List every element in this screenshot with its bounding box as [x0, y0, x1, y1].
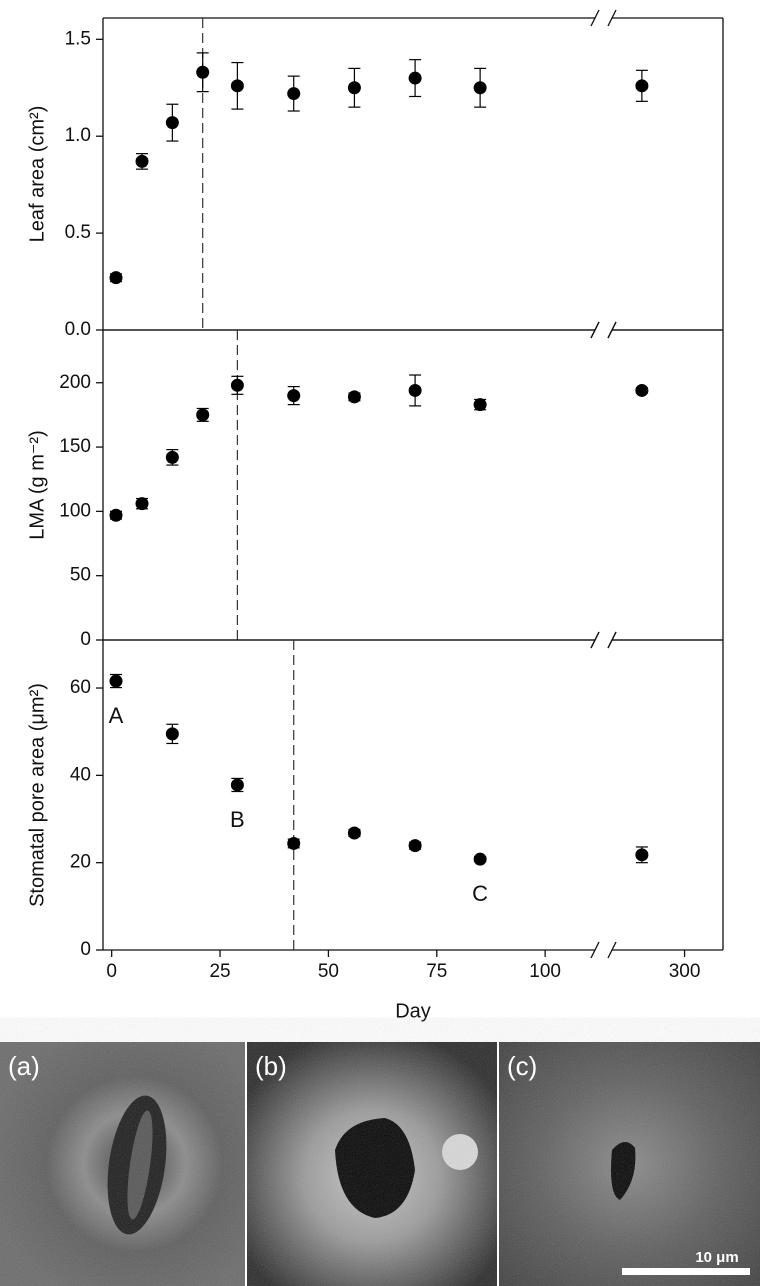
- texture: [0, 1042, 760, 1286]
- point: [109, 508, 123, 522]
- y-tick-label: 60: [70, 677, 91, 698]
- axis-break: [607, 631, 617, 649]
- scale-bar-label: 10 μm: [695, 1249, 738, 1266]
- x-tick-label: 100: [529, 961, 561, 982]
- micrographs: (a) (b) (c) 10 μm: [0, 1042, 760, 1286]
- point: [287, 836, 301, 850]
- point: [473, 852, 487, 866]
- point: [196, 408, 210, 422]
- axis-break: [590, 321, 600, 339]
- point: [347, 390, 361, 404]
- y-tick-label: 0.5: [65, 222, 91, 243]
- point: [230, 778, 244, 792]
- point-label: B: [230, 807, 245, 832]
- y-tick-label: 20: [70, 852, 91, 873]
- point: [287, 87, 301, 101]
- point: [635, 79, 649, 93]
- point: [635, 848, 649, 862]
- axis-break: [590, 9, 600, 27]
- y-tick-label: 0: [80, 629, 91, 650]
- scale-bar: [622, 1268, 750, 1275]
- point: [196, 65, 210, 79]
- panel-label: (a): [8, 1051, 40, 1081]
- y-tick-label: 150: [59, 436, 91, 457]
- y-tick-label: 50: [70, 565, 91, 586]
- y-tick-label: 200: [59, 372, 91, 393]
- point-label: C: [472, 881, 488, 906]
- axis-break: [590, 941, 600, 959]
- point: [347, 81, 361, 95]
- y-axis-label: LMA (g m⁻²): [26, 430, 48, 539]
- point: [165, 727, 179, 741]
- point: [287, 389, 301, 403]
- axis-break: [607, 941, 617, 959]
- point: [635, 383, 649, 397]
- y-tick-label: 100: [59, 500, 91, 521]
- x-tick-label: 300: [669, 961, 701, 982]
- point: [230, 79, 244, 93]
- y-tick-label: 0: [80, 939, 91, 960]
- y-tick-label: 0.0: [65, 319, 91, 340]
- x-tick-label: 75: [426, 961, 447, 982]
- point: [408, 71, 422, 85]
- x-tick-label: 50: [318, 961, 339, 982]
- point: [109, 271, 123, 285]
- point: [408, 383, 422, 397]
- point: [135, 154, 149, 168]
- panel-label: (c): [507, 1051, 537, 1081]
- y-axis-label: Stomatal pore area (μm²): [26, 683, 48, 907]
- x-tick-label: 0: [106, 961, 117, 982]
- x-tick-label: 25: [209, 961, 230, 982]
- axis-break: [590, 631, 600, 649]
- axis-break: [607, 321, 617, 339]
- point: [135, 497, 149, 511]
- point: [230, 378, 244, 392]
- point: [473, 398, 487, 412]
- separator: [245, 1042, 247, 1286]
- point: [165, 116, 179, 130]
- y-axis-label: Leaf area (cm²): [26, 106, 48, 243]
- y-tick-label: 1.0: [65, 125, 91, 146]
- point-label: A: [109, 703, 124, 728]
- axis-break: [607, 9, 617, 27]
- panel-label: (b): [255, 1051, 287, 1081]
- x-axis-label: Day: [395, 1000, 431, 1022]
- point: [473, 81, 487, 95]
- point: [109, 674, 123, 688]
- point: [165, 450, 179, 464]
- point: [347, 826, 361, 840]
- point: [408, 839, 422, 853]
- separator: [497, 1042, 499, 1286]
- y-tick-label: 1.5: [65, 28, 91, 49]
- y-tick-label: 40: [70, 764, 91, 785]
